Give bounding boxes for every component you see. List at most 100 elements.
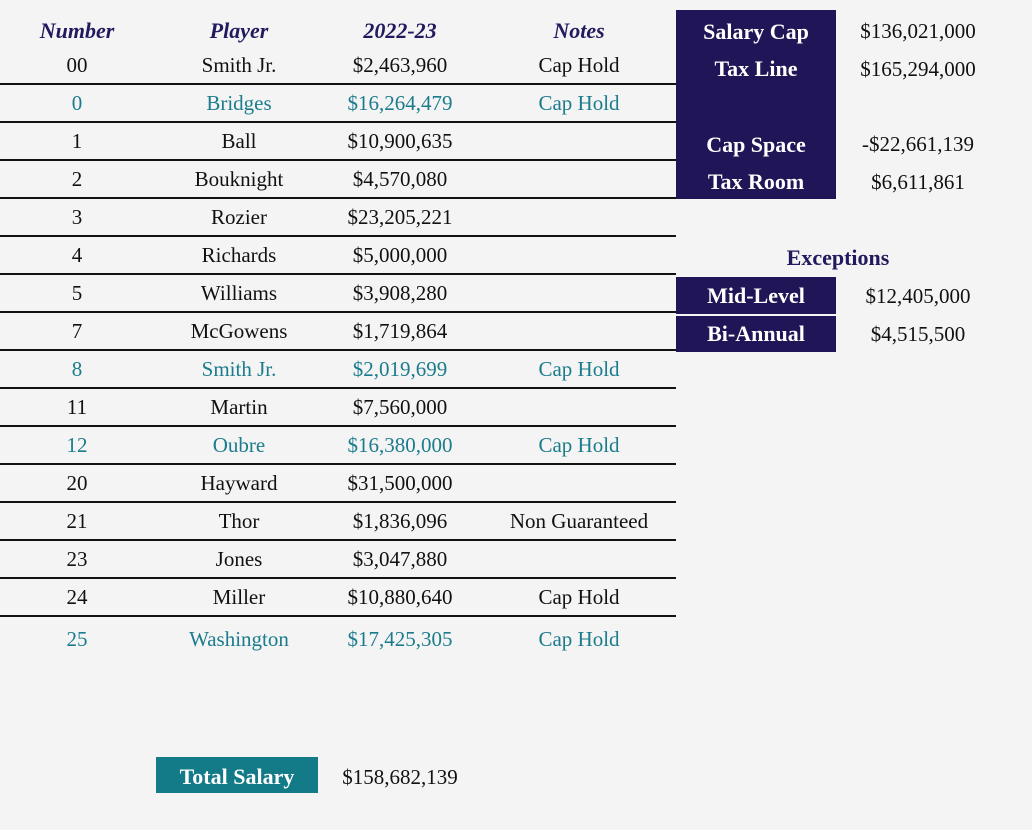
table-row: 00 Smith Jr. $2,463,960 Cap Hold	[0, 47, 676, 85]
player-name: Miller	[212, 585, 266, 609]
player-salary: $2,019,699	[352, 357, 448, 381]
player-number: 00	[66, 53, 88, 77]
player-salary: $2,463,960	[352, 53, 448, 77]
player-name: McGowens	[190, 319, 288, 343]
header-notes: Notes	[553, 18, 605, 43]
player-number: 0	[71, 91, 83, 115]
table-row: 11 Martin $7,560,000	[0, 389, 676, 427]
total-salary-value: $158,682,139	[342, 765, 458, 789]
table-row: 25 Washington $17,425,305 Cap Hold	[0, 617, 676, 661]
player-name: Washington	[189, 627, 289, 651]
tax-line-value: $165,294,000	[860, 57, 976, 81]
player-note	[482, 541, 676, 577]
player-number: 11	[66, 395, 88, 419]
player-note: Cap Hold	[538, 627, 620, 651]
table-row: 3 Rozier $23,205,221	[0, 199, 676, 237]
player-note: Cap Hold	[538, 585, 620, 609]
cap-summary-panel	[676, 10, 836, 199]
player-salary: $10,900,635	[347, 129, 453, 153]
bi-annual-value: $4,515,500	[870, 322, 966, 346]
player-name: Bridges	[206, 91, 272, 115]
cap-space-label: Cap Space	[706, 132, 806, 157]
player-note	[482, 313, 676, 349]
player-name: Bouknight	[194, 167, 284, 191]
table-row: 21 Thor $1,836,096 Non Guaranteed	[0, 503, 676, 541]
player-number: 12	[66, 433, 88, 457]
player-salary: $3,047,880	[352, 547, 448, 571]
player-note	[482, 465, 676, 501]
player-name: Rozier	[211, 205, 267, 229]
player-note	[482, 389, 676, 425]
player-salary: $16,380,000	[347, 433, 453, 457]
player-name: Smith Jr.	[201, 53, 277, 77]
header-season-salary: 2022-23	[363, 18, 437, 43]
exceptions-divider	[676, 314, 836, 316]
player-salary: $16,264,479	[347, 91, 453, 115]
player-note	[482, 123, 676, 159]
player-note	[482, 275, 676, 311]
table-row: 4 Richards $5,000,000	[0, 237, 676, 275]
player-salary: $23,205,221	[347, 205, 453, 229]
player-number: 2	[71, 167, 83, 191]
exceptions-title: Exceptions	[786, 245, 890, 270]
header-number: Number	[39, 18, 115, 43]
salary-cap-label: Salary Cap	[703, 19, 809, 44]
table-row: 5 Williams $3,908,280	[0, 275, 676, 313]
total-salary-label: Total Salary	[156, 757, 318, 793]
player-number: 3	[71, 205, 83, 229]
player-salary: $5,000,000	[352, 243, 448, 267]
player-note	[482, 237, 676, 273]
roster-table: 00 Smith Jr. $2,463,960 Cap Hold 0 Bridges $16…	[0, 47, 676, 661]
player-salary: $3,908,280	[352, 281, 448, 305]
player-salary: $1,719,864	[352, 319, 448, 343]
table-row: 8 Smith Jr. $2,019,699 Cap Hold	[0, 351, 676, 389]
player-note: Cap Hold	[538, 91, 620, 115]
table-row: 23 Jones $3,047,880	[0, 541, 676, 579]
header-player: Player	[209, 18, 269, 43]
mid-level-value: $12,405,000	[865, 284, 971, 308]
player-name: Thor	[218, 509, 260, 533]
player-note: Cap Hold	[538, 53, 620, 77]
cap-space-value: -$22,661,139	[862, 132, 974, 156]
tax-room-value: $6,611,861	[871, 170, 965, 194]
table-row: 7 McGowens $1,719,864	[0, 313, 676, 351]
player-number: 20	[66, 471, 88, 495]
player-name: Jones	[215, 547, 263, 571]
player-salary: $17,425,305	[347, 627, 453, 651]
table-row: 2 Bouknight $4,570,080	[0, 161, 676, 199]
player-name: Richards	[201, 243, 277, 267]
player-name: Martin	[210, 395, 268, 419]
player-number: 21	[66, 509, 88, 533]
player-number: 24	[66, 585, 88, 609]
player-salary: $1,836,096	[352, 509, 448, 533]
tax-room-label: Tax Room	[707, 169, 805, 194]
bi-annual-label: Bi-Annual	[707, 321, 805, 346]
player-salary: $10,880,640	[347, 585, 453, 609]
table-row: 20 Hayward $31,500,000	[0, 465, 676, 503]
player-salary: $7,560,000	[352, 395, 448, 419]
player-number: 23	[66, 547, 88, 571]
player-name: Hayward	[200, 471, 278, 495]
salary-cap-value: $136,021,000	[860, 19, 976, 43]
player-number: 4	[71, 243, 83, 267]
player-salary: $31,500,000	[347, 471, 453, 495]
player-note: Cap Hold	[538, 357, 620, 381]
mid-level-label: Mid-Level	[707, 283, 805, 308]
player-note	[482, 199, 676, 235]
player-note: Cap Hold	[538, 433, 620, 457]
player-number: 7	[71, 319, 83, 343]
tax-line-label: Tax Line	[714, 56, 798, 81]
player-salary: $4,570,080	[352, 167, 448, 191]
player-number: 25	[66, 627, 88, 651]
player-number: 5	[71, 281, 83, 305]
player-note: Non Guaranteed	[509, 509, 649, 533]
table-row: 12 Oubre $16,380,000 Cap Hold	[0, 427, 676, 465]
player-name: Smith Jr.	[201, 357, 277, 381]
table-row: 24 Miller $10,880,640 Cap Hold	[0, 579, 676, 617]
player-note	[482, 161, 676, 197]
table-row: 1 Ball $10,900,635	[0, 123, 676, 161]
player-name: Williams	[200, 281, 278, 305]
player-number: 8	[71, 357, 83, 381]
player-name: Oubre	[212, 433, 266, 457]
player-number: 1	[71, 129, 83, 153]
